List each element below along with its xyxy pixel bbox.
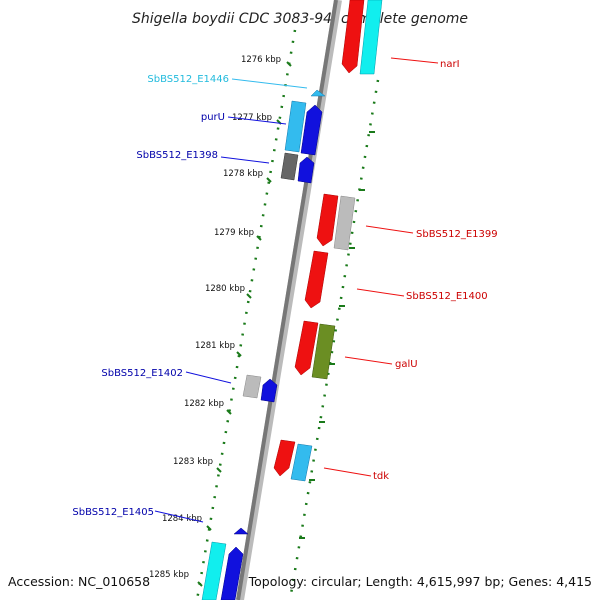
genome-summary-text: Topology: circular; Length: 4,615,997 bp… (248, 574, 592, 589)
gene-arrow-SbBS512_E1405[interactable] (233, 527, 249, 535)
gene-arrow-tdk-red[interactable] (273, 439, 296, 477)
kbp-label: 1285 kbp (149, 570, 189, 580)
gene-arrow-SbBS512_E1398[interactable] (297, 156, 315, 184)
map-title: Shigella boydii CDC 3083-94, complete ge… (132, 11, 468, 27)
genome-backbone (236, 0, 338, 600)
gene-arrow-SbBS512_E1446[interactable] (310, 89, 326, 97)
kbp-label: 1278 kbp (223, 169, 263, 179)
gene-label-SbBS512_E1402[interactable]: SbBS512_E1402 (101, 368, 183, 379)
gene-label-SbBS512_E1398[interactable]: SbBS512_E1398 (136, 150, 218, 161)
gene-arrow-purU[interactable] (300, 104, 323, 156)
gene-arrow-SbBS512_E1398-gray[interactable] (280, 152, 299, 181)
gene-arrow-SbBS512_E1402-gray[interactable] (242, 374, 262, 399)
gene-arrow-SbBS512_E1399-a[interactable] (316, 193, 339, 247)
kbp-label: 1279 kbp (214, 228, 254, 238)
gene-label-SbBS512_E1446[interactable]: SbBS512_E1446 (147, 74, 229, 85)
gene-arrow-cyan-top[interactable] (359, 0, 383, 75)
gene-arrow-SbBS512_E1402[interactable] (260, 378, 278, 403)
gene-arrow-purU-light[interactable] (284, 100, 307, 153)
gene-label-SbBS512_E1405[interactable]: SbBS512_E1405 (72, 507, 154, 518)
gene-arrow-galU-red[interactable] (294, 320, 319, 376)
kbp-label: 1276 kbp (241, 55, 281, 65)
kbp-label: 1284 kbp (162, 514, 202, 524)
gene-arrow-SbBS512_E1399-b[interactable] (333, 195, 356, 251)
gene-label-SbBS512_E1400[interactable]: SbBS512_E1400 (406, 291, 488, 302)
gene-arrow-blue-bottom[interactable] (220, 546, 244, 600)
kbp-label: 1281 kbp (195, 341, 235, 351)
gene-arrow-cyan-bottom[interactable] (201, 541, 227, 600)
gene-label-SbBS512_E1399[interactable]: SbBS512_E1399 (416, 229, 498, 240)
gene-label-galU[interactable]: galU (395, 359, 418, 370)
outer-ticks (299, 131, 375, 539)
gene-arrow-SbBS512_E1400[interactable] (304, 250, 329, 309)
kbp-label: 1280 kbp (205, 284, 245, 294)
accession-text: Accession: NC_010658 (8, 574, 150, 589)
gene-label-purU[interactable]: purU (201, 112, 225, 123)
kbp-label: 1282 kbp (184, 399, 224, 409)
leader-lines (154, 57, 439, 523)
gene-label-narI[interactable]: narI (440, 59, 460, 70)
kbp-label: 1283 kbp (173, 457, 213, 467)
gene-arrow-galU[interactable] (311, 323, 336, 380)
gene-arrow-narI[interactable] (341, 0, 365, 74)
gene-arrow-tdk[interactable] (290, 443, 313, 482)
kbp-label: 1277 kbp (232, 113, 272, 123)
major-ticks (197, 61, 292, 587)
gene-label-tdk[interactable]: tdk (373, 471, 389, 482)
